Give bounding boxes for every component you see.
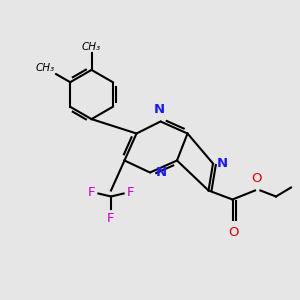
Text: O: O [251,172,262,185]
Text: F: F [88,186,95,200]
Text: N: N [155,166,167,179]
Text: N: N [217,157,228,170]
Text: CH₃: CH₃ [35,63,54,73]
Text: CH₃: CH₃ [82,42,101,52]
Text: F: F [127,186,134,200]
Text: F: F [107,212,115,225]
Text: O: O [229,226,239,239]
Text: N: N [154,103,165,116]
